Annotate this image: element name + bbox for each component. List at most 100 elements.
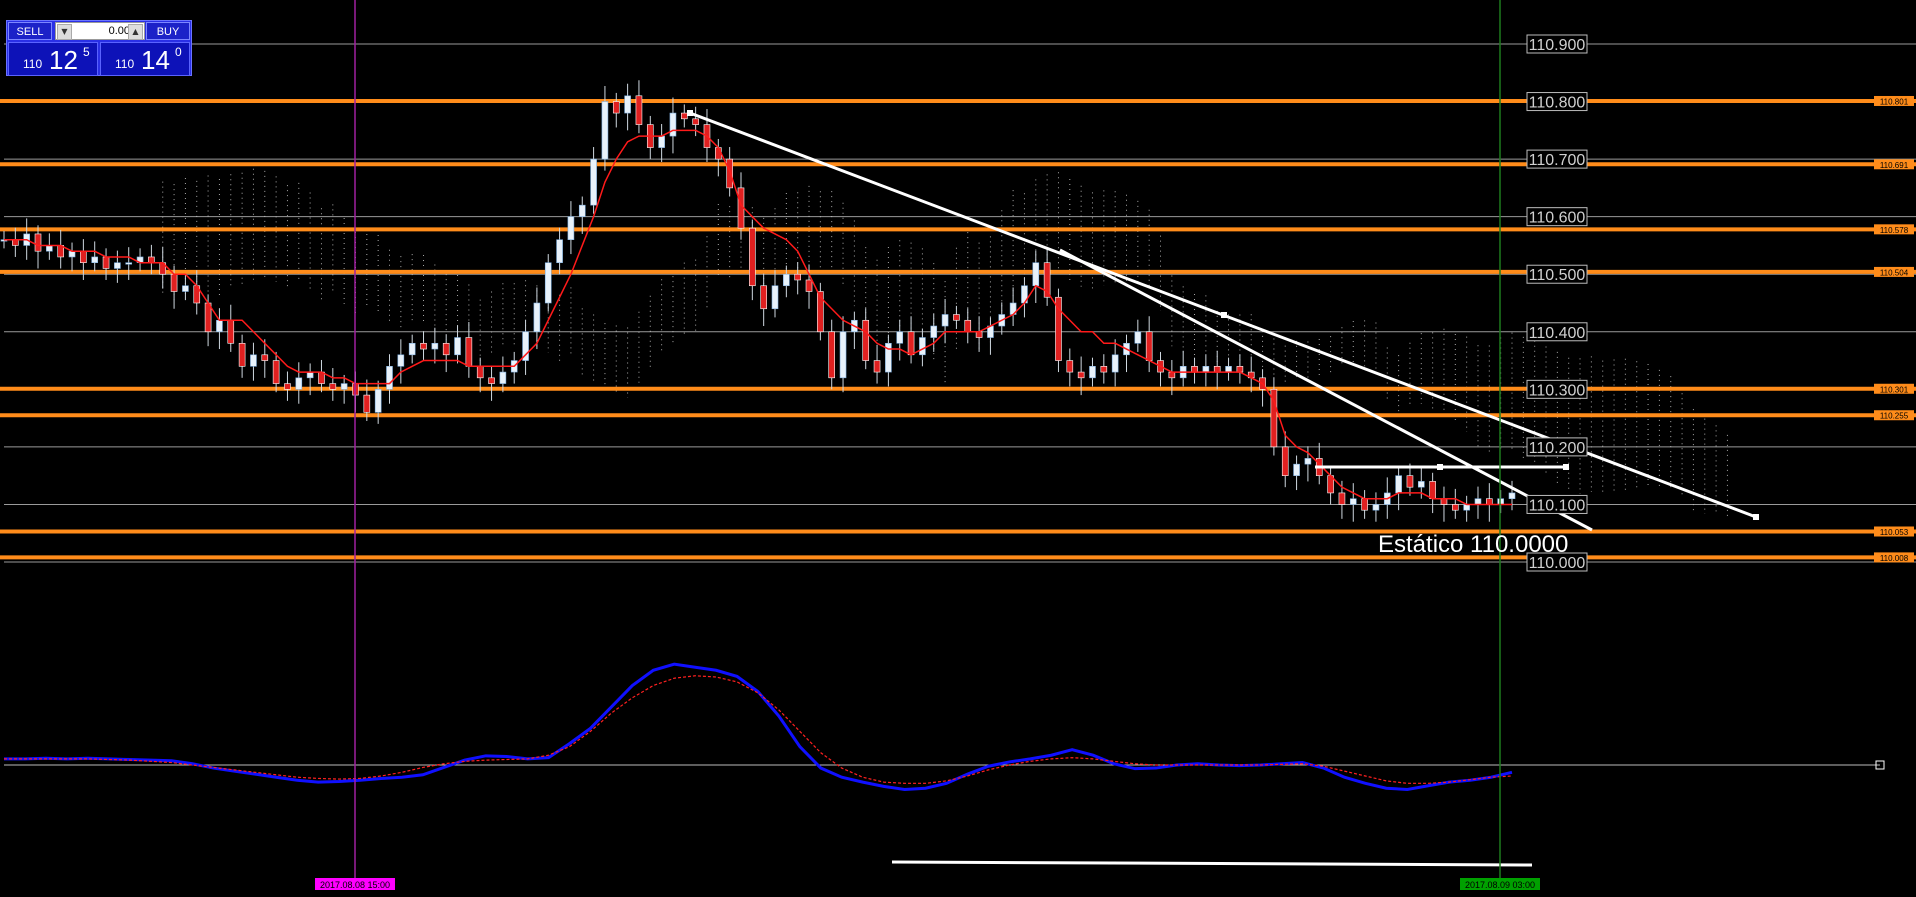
level-tag — [1874, 383, 1914, 394]
ask-price-pip: 0 — [175, 45, 182, 59]
candle-body — [1338, 492, 1346, 505]
candle-body — [1100, 366, 1108, 373]
candle-body — [216, 319, 223, 333]
candle-body — [828, 331, 835, 379]
price-axis-label: 110.800 — [1529, 95, 1586, 112]
candle-body — [1304, 458, 1312, 465]
lot-size-input[interactable] — [72, 23, 132, 39]
candle-body — [102, 256, 110, 269]
bid-price-prefix: 110 — [23, 57, 43, 71]
candle-body — [12, 239, 19, 246]
lot-size-stepper[interactable]: ▼ ▲ — [55, 22, 145, 40]
candle-body — [340, 383, 348, 390]
price-axis-box — [1526, 92, 1588, 112]
candle-body — [68, 250, 76, 258]
one-click-trade-panel: SELL ▼ ▲ BUY 110 12 5 110 14 0 — [6, 20, 192, 76]
candle-body — [499, 371, 507, 384]
candle-body — [839, 331, 847, 379]
candle-body — [556, 239, 563, 264]
static-price-annotation: Estático 110.0000 — [1378, 531, 1568, 558]
candle-body — [1134, 331, 1142, 344]
candle-body — [34, 233, 42, 252]
candle-body — [1293, 463, 1300, 476]
candle-body — [1361, 498, 1368, 511]
oscillator-signal-line — [4, 675, 1513, 784]
candle-body — [114, 262, 121, 269]
lot-decrease-icon[interactable]: ▼ — [57, 24, 72, 40]
price-axis-label: 110.600 — [1529, 210, 1586, 227]
candle-body — [964, 319, 972, 333]
candle-body — [760, 285, 767, 310]
price-axis-box — [1526, 437, 1588, 457]
candle-body — [601, 101, 609, 160]
candle-body — [1429, 481, 1436, 499]
candle-body — [1168, 371, 1176, 379]
level-tag — [1874, 526, 1914, 537]
candle-body — [1372, 504, 1380, 511]
candle-body — [295, 377, 303, 390]
candle-body — [612, 101, 620, 114]
candle-body — [930, 325, 938, 338]
trendlines[interactable] — [687, 110, 1759, 532]
ask-price-prefix: 110 — [115, 57, 135, 71]
bid-price-main: 12 — [49, 45, 78, 75]
candle-body — [1395, 475, 1402, 494]
oscillator-panel — [4, 662, 1885, 867]
ask-price[interactable]: 110 14 0 — [100, 42, 190, 76]
candle-body — [1066, 360, 1074, 373]
candle-body — [170, 273, 178, 292]
price-grid — [4, 43, 1916, 563]
candle-body — [1440, 498, 1448, 505]
price-axis-label: 110.500 — [1529, 267, 1586, 284]
support-resistance-levels[interactable]: 110.801 110.691 110.578 110.504 110.301 110.2… — [0, 95, 1916, 563]
candle-body — [1474, 498, 1482, 505]
candle-body — [227, 319, 235, 344]
price-axis-label: 110.000 — [1529, 555, 1586, 572]
candle-body — [46, 245, 53, 252]
candle-body — [80, 250, 87, 264]
candle-body — [1202, 366, 1210, 373]
candle-body — [907, 331, 915, 356]
candle-body — [975, 331, 983, 338]
candle-body — [1089, 366, 1096, 379]
candle-body — [726, 158, 733, 189]
level-label: 110.691 — [1880, 161, 1909, 170]
candle-body — [1077, 371, 1085, 379]
candle-body — [386, 366, 393, 390]
trendline-handle — [1753, 514, 1759, 520]
candle-body — [1508, 492, 1516, 499]
candle-body — [669, 112, 677, 137]
price-axis-box — [1526, 207, 1588, 227]
trendline-handle — [687, 110, 693, 116]
candlesticks — [0, 80, 1516, 522]
price-axis-box — [1526, 264, 1588, 284]
candle-body — [1111, 354, 1119, 373]
candle-body — [306, 371, 314, 379]
level-label: 110.301 — [1880, 385, 1909, 394]
candle-body — [1055, 296, 1062, 361]
vertical-time-markers[interactable]: 2017.08.08 15:00 2017.08.09 03:00 — [315, 0, 1540, 890]
candle-body — [544, 262, 552, 304]
candle-body — [794, 273, 801, 281]
sell-button[interactable]: SELL — [8, 22, 52, 40]
price-axis-box — [1526, 34, 1588, 54]
buy-button[interactable]: BUY — [146, 22, 190, 40]
ask-price-main: 14 — [141, 45, 170, 75]
candle-body — [692, 118, 699, 125]
level-tag — [1874, 552, 1914, 563]
candle-body — [363, 394, 371, 413]
candle-body — [885, 342, 892, 373]
candle-body — [896, 331, 904, 344]
candle-body — [125, 262, 133, 265]
price-axis-label: 110.100 — [1529, 497, 1586, 514]
bid-price[interactable]: 110 12 5 — [8, 42, 98, 76]
candle-body — [1213, 366, 1221, 373]
trendline-handle — [1221, 312, 1227, 318]
oscillator-main-line — [4, 662, 1513, 791]
candle-body — [941, 314, 949, 327]
lot-increase-icon[interactable]: ▲ — [128, 24, 143, 40]
candle-body — [567, 216, 575, 240]
candle-body — [476, 366, 484, 379]
candle-body — [953, 314, 960, 321]
